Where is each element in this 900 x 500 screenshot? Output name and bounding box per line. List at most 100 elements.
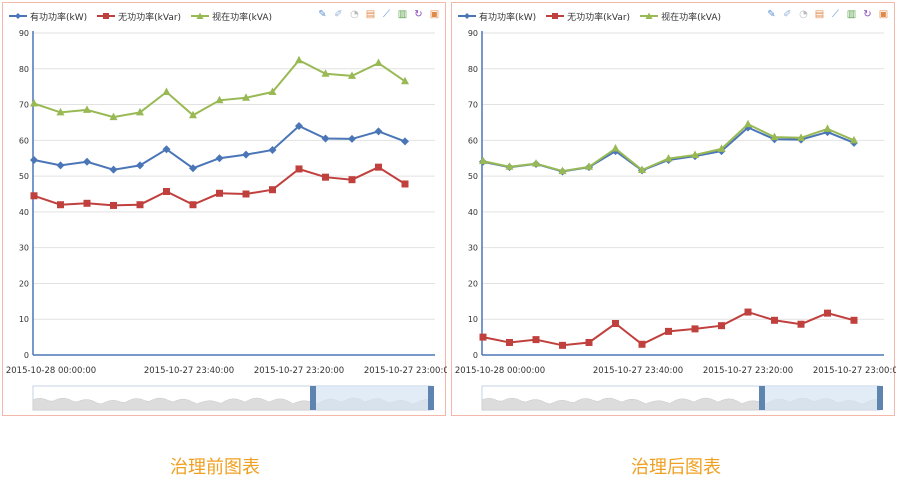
data-point bbox=[189, 164, 197, 173]
data-point bbox=[505, 162, 514, 170]
data-point bbox=[506, 338, 513, 346]
x-tick-label: 2015-10-28 00:00:00 bbox=[455, 366, 545, 376]
y-tick-label: 70 bbox=[468, 101, 478, 110]
data-point bbox=[110, 201, 117, 209]
x-tick-label: 2015-10-27 23:20:00 bbox=[254, 366, 344, 376]
x-tick-label: 2015-10-27 23:40:00 bbox=[144, 366, 234, 376]
data-point bbox=[242, 150, 250, 159]
data-point bbox=[479, 333, 487, 341]
data-point bbox=[136, 161, 144, 170]
refresh-icon[interactable]: ↻ bbox=[414, 9, 423, 20]
data-point bbox=[189, 110, 197, 119]
navigator-handle-left bbox=[759, 386, 765, 410]
data-point bbox=[375, 163, 382, 171]
stopwatch-icon[interactable]: ◔ bbox=[799, 9, 808, 20]
data-point bbox=[162, 87, 171, 96]
bar-chart-icon[interactable]: ▥ bbox=[846, 9, 857, 20]
data-point bbox=[850, 135, 858, 144]
y-tick-label: 20 bbox=[19, 279, 29, 288]
bar-chart-icon[interactable]: ▥ bbox=[397, 9, 408, 20]
legend-item-apparent-power[interactable]: 视在功率(kVA) bbox=[191, 10, 272, 23]
data-point bbox=[718, 322, 725, 330]
data-point bbox=[401, 137, 409, 146]
data-point bbox=[109, 112, 118, 121]
data-point bbox=[691, 150, 699, 159]
pencil-icon[interactable]: ✎ bbox=[318, 9, 327, 20]
data-point bbox=[242, 190, 250, 198]
data-point bbox=[664, 154, 673, 162]
data-point bbox=[558, 166, 567, 175]
data-point bbox=[83, 157, 91, 166]
pencil-icon[interactable]: ✎ bbox=[767, 9, 776, 20]
y-tick-label: 50 bbox=[468, 172, 478, 181]
caption-before: 治理前图表 bbox=[170, 457, 260, 478]
eraser-icon[interactable]: ✐ bbox=[334, 9, 343, 20]
data-point bbox=[295, 55, 303, 64]
data-point bbox=[295, 165, 303, 173]
data-point bbox=[744, 119, 752, 128]
y-tick-label: 70 bbox=[19, 101, 29, 110]
legend-label: 有功功率(kW) bbox=[479, 12, 537, 23]
data-point bbox=[163, 187, 170, 195]
refresh-icon[interactable]: ↻ bbox=[863, 9, 872, 20]
data-point bbox=[189, 201, 197, 209]
chart-legend: 有功功率(kW) 无功功率(kVar) 视在功率(kVA) bbox=[458, 9, 721, 23]
data-point bbox=[348, 71, 356, 79]
data-point bbox=[479, 156, 487, 165]
data-point bbox=[56, 107, 65, 116]
y-tick-label: 20 bbox=[468, 279, 478, 288]
legend-item-active-power[interactable]: 有功功率(kW) bbox=[9, 10, 87, 23]
data-point bbox=[585, 162, 593, 170]
navigator-selection bbox=[762, 386, 880, 410]
y-tick-label: 90 bbox=[19, 29, 29, 38]
data-point bbox=[321, 134, 330, 143]
data-point bbox=[771, 316, 778, 324]
data-point bbox=[797, 133, 805, 141]
document-icon[interactable]: ▤ bbox=[814, 9, 825, 20]
legend-label: 有功功率(kW) bbox=[30, 12, 88, 23]
data-point bbox=[797, 320, 805, 328]
save-icon[interactable]: ▣ bbox=[878, 9, 889, 20]
navigator-handle-right bbox=[877, 386, 883, 410]
y-tick-label: 30 bbox=[19, 244, 29, 253]
data-point bbox=[691, 325, 699, 333]
data-point bbox=[744, 308, 752, 316]
x-tick-label: 2015-10-27 23:20:00 bbox=[703, 366, 793, 376]
legend-item-reactive-power[interactable]: 无功功率(kVar) bbox=[97, 10, 181, 23]
data-point bbox=[56, 161, 65, 170]
y-tick-label: 80 bbox=[19, 65, 29, 74]
y-tick-label: 90 bbox=[468, 29, 478, 38]
legend-item-apparent-power[interactable]: 视在功率(kVA) bbox=[640, 10, 721, 23]
legend-item-active-power[interactable]: 有功功率(kW) bbox=[458, 10, 536, 23]
data-point bbox=[322, 173, 329, 181]
chart-toolbar: ✎ ✐ ◔ ▤ ⟋ ▥ ↻ ▣ bbox=[316, 8, 441, 21]
x-tick-label: 2015-10-28 00:00:00 bbox=[6, 366, 96, 376]
data-point bbox=[559, 341, 566, 349]
data-point bbox=[215, 154, 224, 163]
data-point bbox=[638, 165, 646, 174]
legend-item-reactive-power[interactable]: 无功功率(kVar) bbox=[546, 10, 630, 23]
legend-label: 视在功率(kVA) bbox=[212, 12, 273, 23]
eraser-icon[interactable]: ✐ bbox=[783, 9, 792, 20]
y-tick-label: 10 bbox=[19, 315, 29, 324]
data-point bbox=[30, 98, 38, 107]
data-point bbox=[268, 87, 277, 96]
stopwatch-icon[interactable]: ◔ bbox=[350, 9, 359, 20]
caption-after: 治理后图表 bbox=[631, 457, 721, 478]
data-point bbox=[321, 69, 330, 77]
data-point bbox=[532, 159, 540, 167]
y-tick-label: 50 bbox=[19, 172, 29, 181]
y-tick-label: 60 bbox=[468, 136, 478, 145]
data-point bbox=[823, 124, 832, 132]
document-icon[interactable]: ▤ bbox=[365, 9, 376, 20]
save-icon[interactable]: ▣ bbox=[429, 9, 440, 20]
chart-legend: 有功功率(kW) 无功功率(kVar) 视在功率(kVA) bbox=[9, 9, 272, 23]
data-point bbox=[83, 199, 91, 207]
line-chart-icon[interactable]: ⟋ bbox=[383, 9, 390, 20]
y-tick-label: 40 bbox=[19, 208, 29, 217]
y-tick-label: 10 bbox=[468, 315, 478, 324]
y-tick-label: 0 bbox=[473, 351, 478, 360]
data-point bbox=[770, 132, 779, 141]
line-chart-icon[interactable]: ⟋ bbox=[832, 9, 839, 20]
data-point bbox=[665, 327, 672, 335]
